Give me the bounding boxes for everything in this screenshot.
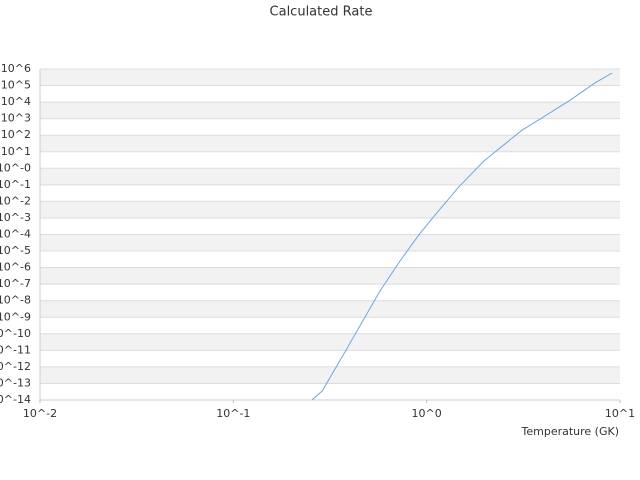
y-tick-label: 10^3	[1, 112, 31, 125]
grid-band	[40, 168, 620, 185]
y-tick-label: 10^-6	[0, 261, 31, 274]
x-tick-label: 10^-2	[23, 407, 57, 420]
grid-band	[40, 267, 620, 285]
x-axis-label: Temperature (GK)	[521, 425, 620, 438]
y-tick-label: 10^-13	[0, 376, 31, 389]
y-tick-label: 10^-8	[0, 294, 31, 307]
y-tick-label: 10^5	[1, 79, 31, 92]
y-tick-label: 10^-0	[0, 161, 31, 174]
y-tick-label: 10^-7	[0, 277, 31, 290]
chart-title: Calculated Rate	[270, 5, 373, 20]
y-tick-label: 10^-5	[0, 244, 31, 257]
y-tick-label: 10^2	[1, 128, 31, 141]
series-line	[311, 72, 613, 401]
y-tick-label: 10^-10	[0, 327, 31, 340]
grid-band	[40, 234, 620, 252]
y-tick-label: 10^-3	[0, 211, 31, 224]
grid-band	[40, 201, 620, 218]
y-tick-label: 10^4	[1, 95, 31, 108]
x-tick-label: 10^1	[605, 407, 635, 420]
y-tick-label: 10^-2	[0, 194, 31, 207]
grid-band	[40, 300, 620, 318]
grid-band	[40, 135, 620, 152]
y-tick-label: 10^-14	[0, 393, 31, 406]
grid-band	[40, 366, 620, 384]
y-tick-label: 10^-12	[0, 360, 31, 373]
grid-band	[40, 333, 620, 351]
grid-bands	[40, 69, 620, 384]
grid-band	[40, 102, 620, 119]
grid-band	[40, 69, 620, 86]
y-tick-label: 10^-1	[0, 178, 31, 191]
x-tick-label: 10^-1	[216, 407, 250, 420]
y-tick-label: 10^-9	[0, 310, 31, 323]
x-tick-label: 10^0	[412, 407, 442, 420]
y-tick-label: 10^6	[1, 62, 31, 75]
y-tick-label: 10^-11	[0, 343, 31, 356]
y-tick-label: 10^1	[1, 145, 31, 158]
y-tick-label: 10^-4	[0, 228, 31, 241]
